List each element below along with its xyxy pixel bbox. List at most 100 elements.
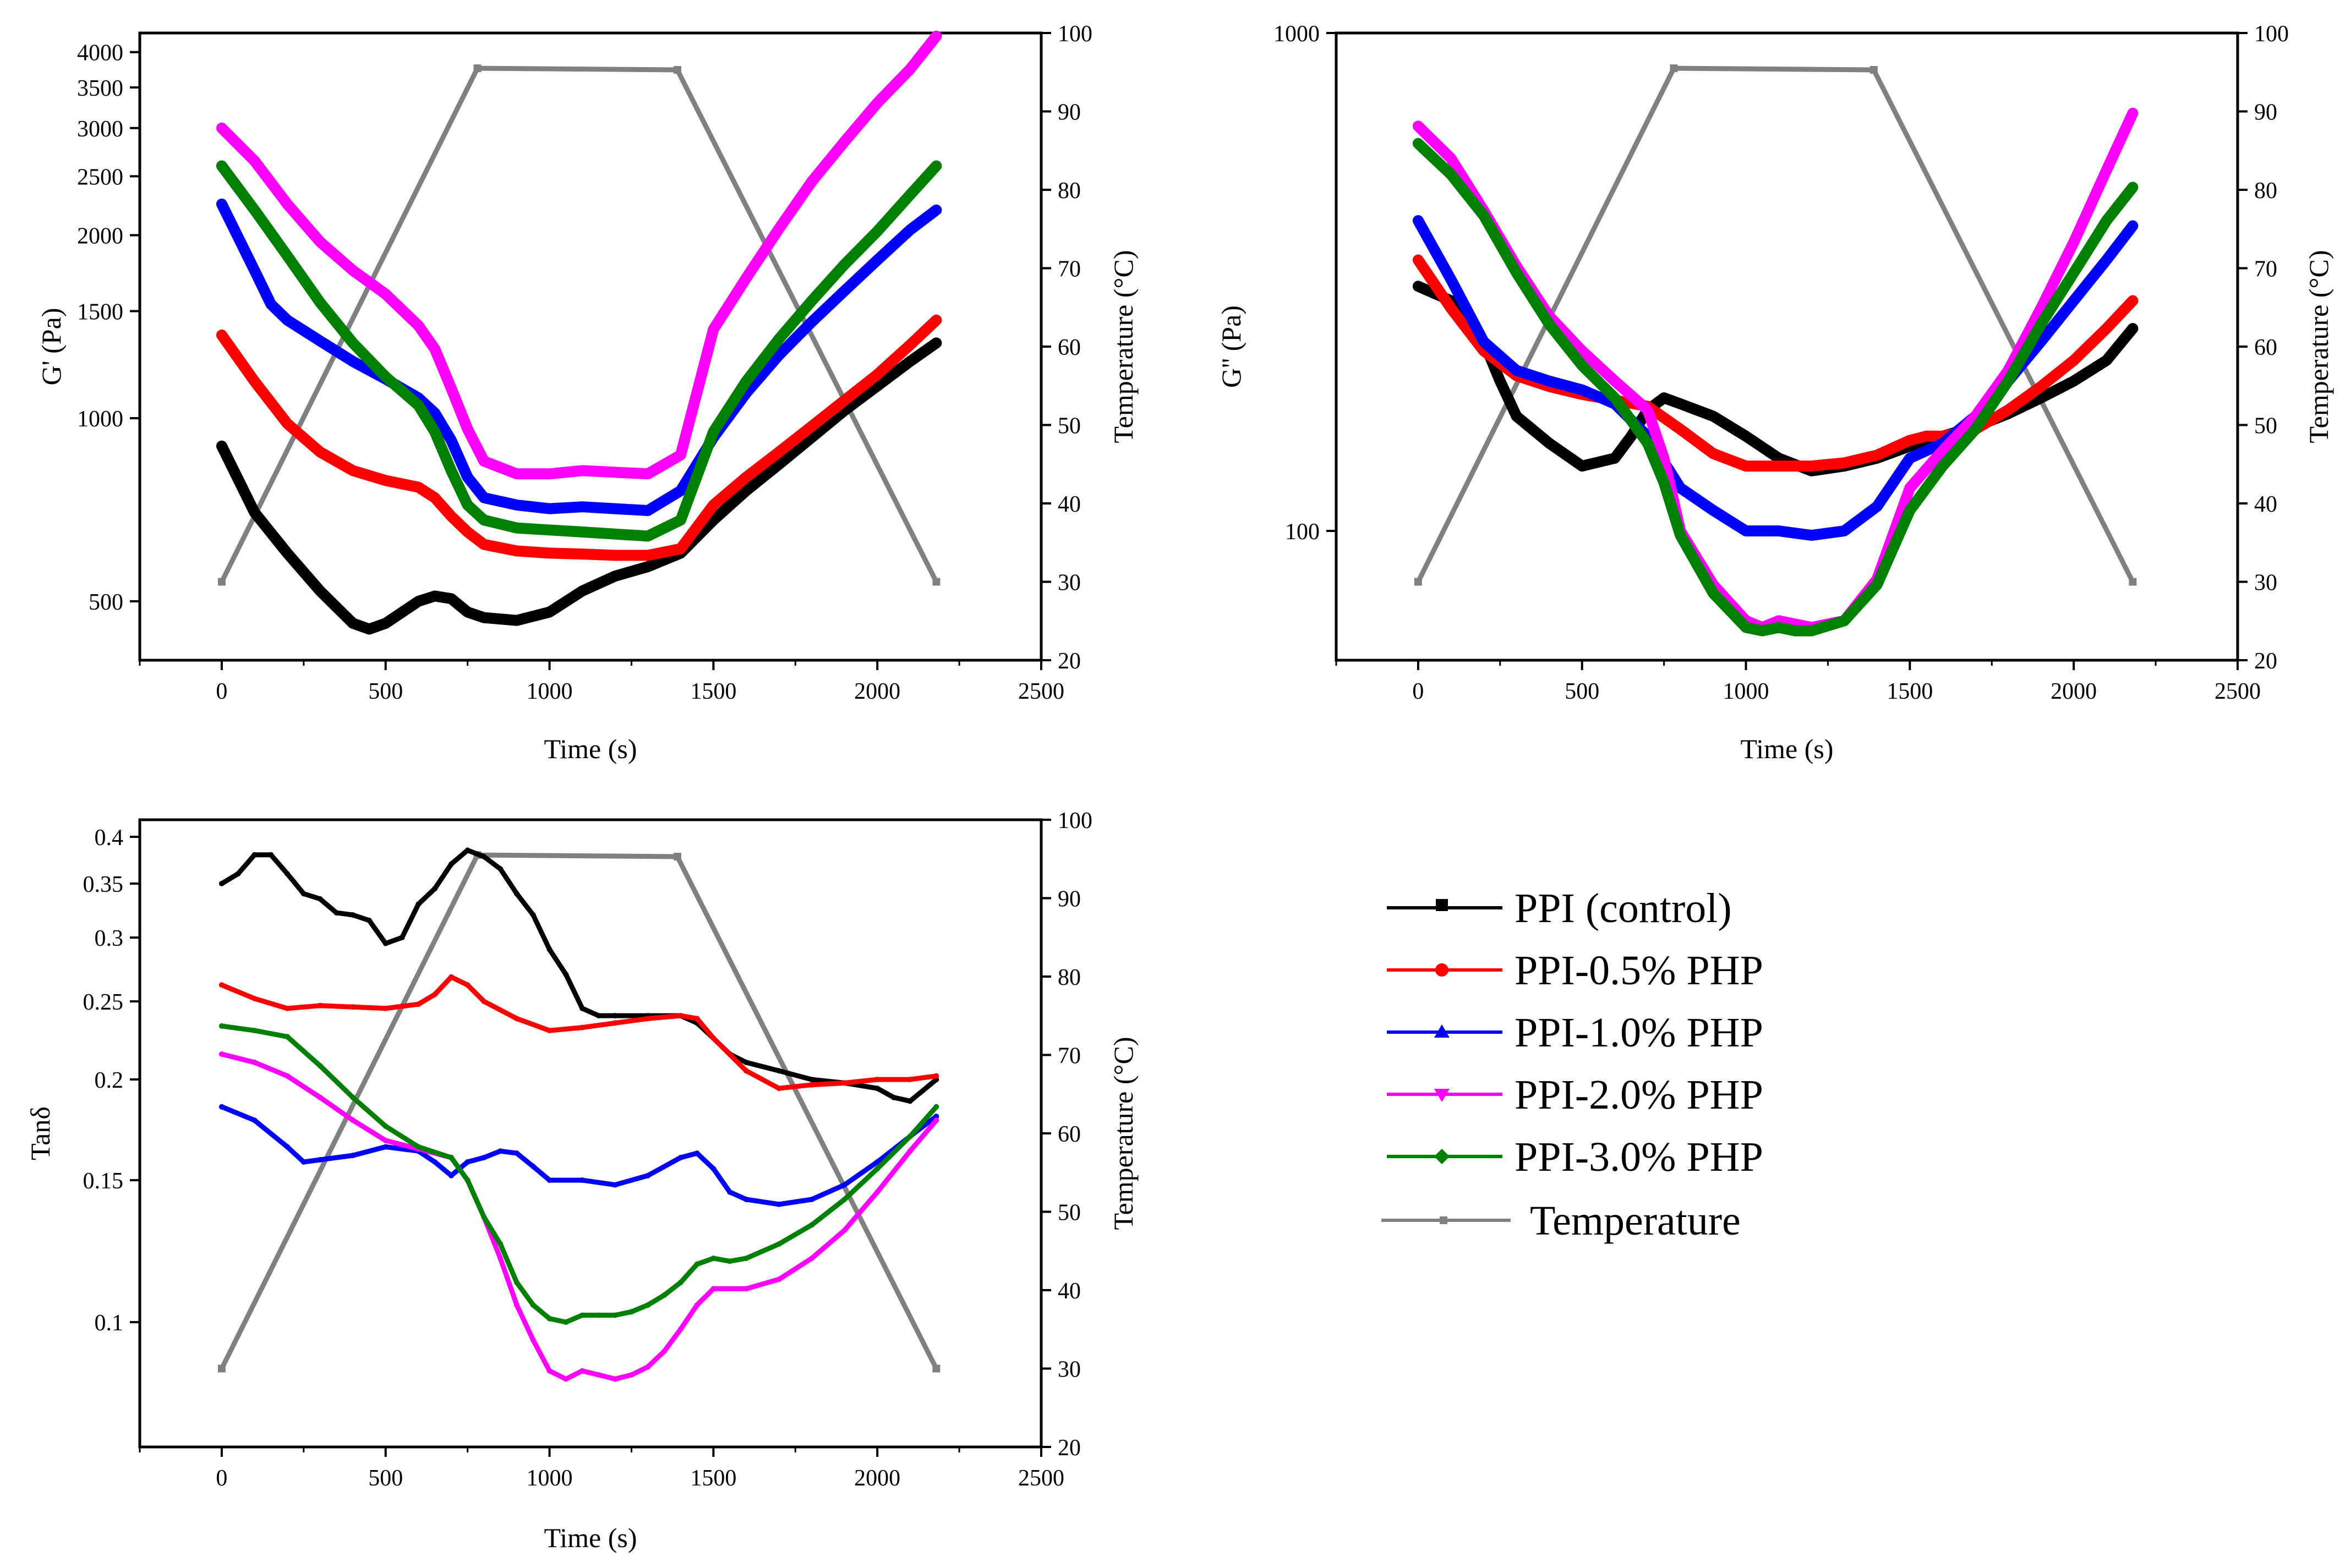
data-point-ppi-3-0-php [661, 1292, 667, 1298]
data-point-ppi-1-0-php [382, 1144, 389, 1150]
legend-marker [1434, 1024, 1450, 1038]
data-point-ppi-control [446, 594, 456, 604]
data-point-ppi-control [776, 1068, 782, 1074]
y2-tick-label: 20 [1058, 1435, 1081, 1461]
data-point-ppi-3-0-php [1741, 622, 1751, 633]
data-point-ppi-2-0-php [1577, 346, 1587, 356]
data-point-ppi-control [2128, 324, 2138, 334]
data-point-ppi-0-5-php [2101, 324, 2112, 334]
data-point-ppi-1-0-php [1511, 365, 1522, 376]
data-point-ppi-1-0-php [1577, 385, 1587, 395]
y2-tick-label: 100 [1058, 808, 1092, 834]
data-point-ppi-3-0-php [563, 1319, 569, 1325]
data-point-ppi-2-0-php [218, 1051, 225, 1057]
data-point-ppi-1-0-php [1479, 336, 1489, 347]
data-point-ppi-2-0-php [544, 469, 555, 479]
data-point-ppi-3-0-php [479, 515, 489, 525]
y-axis-right: 20 30 40 50 60 70 80 90 100 [2238, 21, 2289, 674]
data-point-ppi-1-0-php [285, 1144, 290, 1150]
data-point-ppi-0-5-php [544, 548, 555, 558]
y2-tick-label: 60 [1058, 335, 1081, 360]
data-point-ppi-0-5-php [448, 974, 454, 980]
data-point-ppi-1-0-php [216, 199, 227, 209]
x-tick-label: 0 [216, 679, 227, 704]
y2-tick-label: 90 [1058, 100, 1081, 125]
y-tick-label: 1000 [1273, 21, 1320, 47]
data-point-ppi-3-0-php [708, 426, 719, 437]
data-point-ppi-3-0-php [907, 1133, 913, 1139]
data-point-ppi-control [364, 624, 374, 634]
data-point-ppi-3-0-php [380, 371, 391, 382]
legend-item-ppi-control: PPI (control) [1387, 885, 1732, 931]
data-point-ppi-3-0-php [315, 297, 325, 308]
data-point-ppi-3-0-php [462, 500, 473, 510]
y-tick-label: 100 [1285, 519, 1320, 545]
data-point-ppi-control [872, 381, 883, 391]
data-point-ppi-3-0-php [2101, 216, 2112, 226]
y2-tick-label: 70 [1058, 1044, 1081, 1069]
data-point-ppi-2-0-php [285, 1073, 290, 1079]
y-tick-label: 4000 [77, 41, 123, 66]
y-axis-left: 0.1 0.15 0.2 0.25 0.3 0.35 0.4 [83, 825, 140, 1336]
legend-item-ppi-3-0: PPI-3.0% PHP [1387, 1134, 1763, 1180]
data-point-ppi-3-0-php [1577, 360, 1587, 371]
data-point-ppi-1-0-php [1413, 216, 1423, 226]
data-point-ppi-control [1495, 376, 1505, 386]
y-tick-label: 1500 [77, 300, 123, 325]
data-point-ppi-0-5-php [675, 544, 686, 554]
data-point-ppi-1-0-php [251, 1117, 258, 1123]
data-point-ppi-1-0-php [807, 317, 817, 327]
data-point-ppi-2-0-php [2069, 237, 2079, 248]
data-point-ppi-1-0-php [743, 1197, 749, 1202]
temperature-point [2129, 578, 2137, 586]
y2-tick-label: 70 [1058, 257, 1081, 282]
data-point-ppi-3-0-php [348, 338, 358, 348]
x-axis-label: Time (s) [544, 733, 637, 764]
data-point-ppi-0-5-php [415, 1001, 422, 1007]
data-point-ppi-3-0-php [512, 523, 522, 533]
data-point-ppi-2-0-php [907, 1148, 913, 1154]
data-point-ppi-2-0-php [809, 1256, 815, 1262]
y-tick-label: 0.4 [95, 825, 124, 851]
data-point-ppi-1-0-php [512, 500, 522, 510]
y2-tick-label: 60 [2254, 335, 2277, 360]
y2-tick-label: 30 [1058, 1357, 1081, 1383]
data-point-ppi-control [1577, 461, 1587, 472]
data-point-ppi-3-0-php [839, 259, 850, 270]
x-tick-label: 1500 [690, 679, 736, 704]
data-point-ppi-0-5-php [774, 447, 784, 457]
data-point-ppi-3-0-php [1806, 626, 1817, 636]
data-point-ppi-2-0-php [282, 199, 292, 209]
data-point-ppi-control [1708, 411, 1718, 421]
data-point-ppi-3-0-php [1757, 626, 1768, 636]
data-point-ppi-0-5-php [462, 527, 473, 537]
data-point-ppi-3-0-php [285, 1034, 290, 1040]
data-point-ppi-0-5-php [348, 465, 358, 476]
data-point-ppi-2-0-php [710, 1286, 717, 1292]
data-point-ppi-control [317, 896, 323, 902]
data-point-ppi-3-0-php [774, 334, 784, 344]
y2-tick-label: 80 [2254, 178, 2277, 204]
data-point-ppi-3-0-php [415, 1144, 422, 1150]
y2-tick-label: 40 [1058, 1279, 1081, 1304]
data-point-ppi-control [907, 1098, 913, 1104]
data-point-ppi-2-0-php [741, 273, 751, 283]
data-point-ppi-control [577, 586, 588, 596]
data-point-ppi-control [462, 607, 473, 617]
legend-marker [1436, 899, 1448, 911]
data-point-ppi-control [1675, 399, 1686, 409]
data-point-ppi-3-0-php [464, 1177, 471, 1183]
data-point-ppi-2-0-php [675, 450, 686, 460]
data-point-ppi-1-0-php [350, 1153, 356, 1159]
data-point-ppi-3-0-php [218, 1023, 225, 1029]
data-point-ppi-3-0-php [1610, 393, 1620, 403]
data-point-ppi-0-5-php [430, 492, 440, 503]
data-point-ppi-3-0-php [675, 515, 686, 525]
temperature-line [1415, 65, 2135, 583]
legend-item-ppi-0-5: PPI-0.5% PHP [1387, 947, 1763, 994]
y2-tick-label: 50 [2254, 414, 2277, 439]
data-point-ppi-0-5-php [481, 999, 487, 1005]
legend: PPI (control) PPI-0.5% PHP PPI-1.0% PHP … [1381, 885, 1763, 1244]
legend-label: PPI (control) [1515, 885, 1732, 931]
